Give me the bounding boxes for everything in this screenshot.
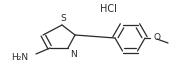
Text: S: S: [60, 14, 66, 23]
Text: N: N: [70, 50, 77, 59]
Text: H₂N: H₂N: [11, 52, 28, 61]
Text: HCl: HCl: [100, 4, 117, 14]
Text: O: O: [153, 34, 160, 42]
